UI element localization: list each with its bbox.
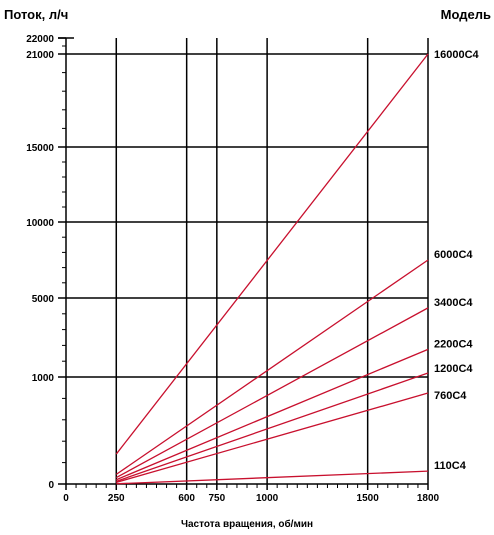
y-tick-label: 21000	[26, 50, 54, 61]
x-tick-label: 250	[108, 493, 125, 504]
model-label-110C4: 110C4	[434, 460, 467, 472]
legend-title: Модель	[441, 7, 491, 22]
model-label-16000C4: 16000C4	[434, 49, 480, 61]
series-line-1200C4	[116, 372, 429, 482]
y-tick-label: 5000	[32, 294, 55, 305]
x-axis-title: Частота вращения, об/мин	[181, 518, 313, 530]
x-tick-label: 1500	[357, 493, 380, 504]
model-label-1200C4: 1200C4	[434, 363, 473, 375]
y-tick-label: 15000	[26, 143, 54, 154]
y-tick-label: 22000	[26, 34, 54, 45]
series-line-2200C4	[116, 348, 429, 481]
series-line-760C4	[116, 392, 429, 484]
model-label-2200C4: 2200C4	[434, 338, 473, 350]
model-label-3400C4: 3400C4	[434, 297, 473, 309]
y-tick-label: 1000	[32, 373, 55, 384]
x-tick-label: 1800	[417, 493, 440, 504]
series-line-110C4	[116, 470, 429, 485]
y-axis-title: Поток, л/ч	[4, 7, 68, 22]
model-label-6000C4: 6000C4	[434, 249, 473, 261]
y-tick-label: 10000	[26, 218, 54, 229]
x-tick-label: 0	[63, 493, 69, 504]
series-line-16000C4	[115, 53, 429, 455]
x-tick-label: 750	[208, 493, 225, 504]
x-tick-label: 1000	[256, 493, 279, 504]
y-tick-label: 0	[48, 480, 54, 491]
series-line-6000C4	[115, 259, 429, 475]
series-line-3400C4	[115, 307, 429, 479]
x-tick-label: 600	[178, 493, 195, 504]
model-label-760C4: 760C4	[434, 390, 467, 402]
